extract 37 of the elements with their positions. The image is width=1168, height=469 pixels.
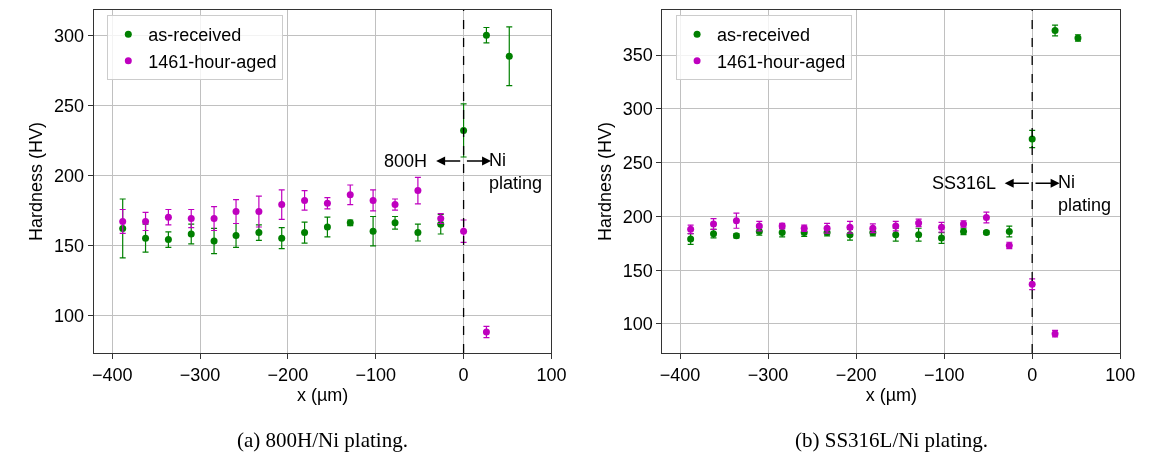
x-tick-label: −300 — [747, 364, 789, 385]
legend-label: as-received — [717, 25, 811, 46]
x-tick-label: 100 — [536, 364, 567, 385]
text: (a) 800H/Ni plating. — [237, 428, 408, 452]
x-tick-label: −400 — [659, 364, 701, 385]
annotation: 800H — [384, 151, 428, 171]
legend-label: as-received — [148, 25, 242, 46]
y-tick-label: 250 — [622, 152, 653, 173]
y-tick-label: 300 — [622, 99, 653, 120]
y-tick-label: 350 — [622, 45, 653, 66]
x-tick-label: −200 — [835, 364, 877, 385]
y-axis-title: Hardness (HV) — [26, 121, 47, 242]
x-axis-title: x (µm) — [296, 384, 349, 405]
y-tick-label: 150 — [53, 235, 85, 256]
y-tick-label: 100 — [53, 305, 85, 326]
x-tick-label: −100 — [923, 364, 965, 385]
y-tick-label: 300 — [53, 25, 85, 46]
x-tick-label: −400 — [91, 364, 133, 385]
annotation: SS316L — [932, 173, 997, 193]
y-tick-label: 100 — [622, 314, 653, 335]
y-axis-title: Hardness (HV) — [594, 121, 615, 242]
x-tick-label: −300 — [179, 364, 221, 385]
x-tick-label: 0 — [1027, 364, 1038, 385]
x-tick-label: −100 — [355, 364, 396, 385]
x-axis-title: x (µm) — [865, 384, 918, 405]
x-tick-label: 100 — [1105, 364, 1136, 385]
annotation: Ni plating — [1058, 172, 1112, 216]
x-tick-label: −200 — [267, 364, 309, 385]
y-tick-label: 200 — [53, 165, 85, 186]
y-tick-label: 200 — [622, 206, 653, 227]
y-tick-label: 250 — [53, 95, 85, 116]
legend-label: 1461-hour-aged — [148, 51, 277, 72]
legend-label: 1461-hour-aged — [717, 51, 846, 72]
text: (b) SS316L/Ni plating. — [795, 428, 989, 452]
annotation: Ni plating — [489, 150, 543, 194]
y-tick-label: 150 — [622, 260, 653, 281]
x-tick-label: 0 — [458, 364, 469, 385]
